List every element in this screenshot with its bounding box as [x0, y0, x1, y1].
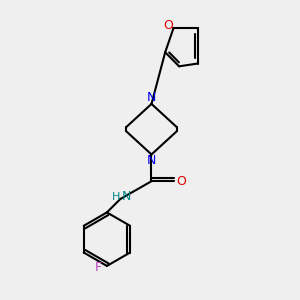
Text: O: O — [176, 175, 186, 188]
Text: H: H — [112, 192, 121, 202]
Text: N: N — [147, 154, 156, 167]
Text: N: N — [122, 190, 131, 203]
Text: F: F — [94, 261, 101, 274]
Text: O: O — [163, 19, 173, 32]
Text: N: N — [147, 92, 156, 104]
